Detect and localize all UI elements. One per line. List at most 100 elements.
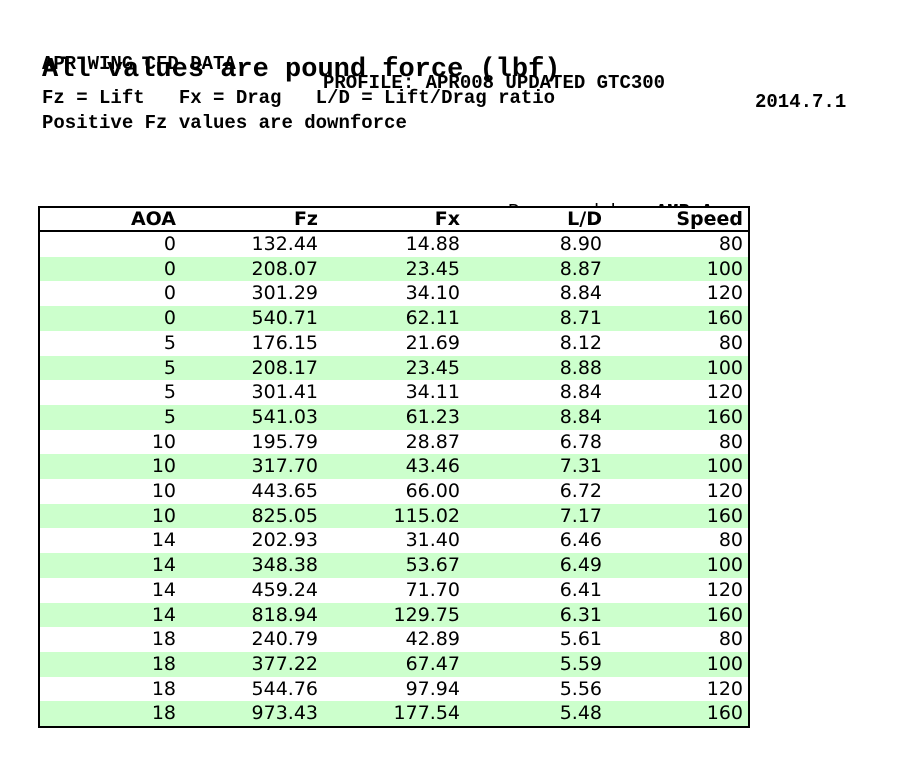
table-row: 18 973.43 177.54 5.48 160 [39, 701, 749, 728]
cell: 120 [706, 282, 743, 305]
cell: 66.00 [405, 480, 460, 503]
cell: 540.71 [251, 307, 318, 330]
legend-note: Fz = Lift Fx = Drag L/D = Lift/Drag rati… [42, 87, 556, 109]
cell: 97.94 [405, 677, 460, 700]
cell: 14 [151, 554, 176, 577]
cell: 177.54 [393, 702, 460, 725]
cell: 5 [163, 405, 176, 428]
cell: 67.47 [405, 652, 460, 675]
cell: 8.88 [559, 356, 602, 379]
table-row: 18 240.79 42.89 5.61 80 [39, 627, 749, 652]
cell: 8.87 [559, 257, 602, 280]
table-row: 18 377.22 67.47 5.59 100 [39, 651, 749, 677]
table-row: 10 195.79 28.87 6.78 80 [39, 429, 749, 455]
cell: 5.48 [559, 702, 602, 725]
cell: 0 [163, 233, 176, 255]
table-row: 0 132.44 14.88 8.90 80 [39, 231, 749, 257]
cell: 6.78 [559, 430, 602, 453]
cell: 10 [151, 455, 176, 478]
cell: 28.87 [405, 430, 460, 453]
cell: 18 [151, 628, 176, 651]
cell: 8.84 [559, 405, 602, 428]
cell: 301.29 [251, 282, 318, 305]
table-row: 5 301.41 34.11 8.84 120 [39, 380, 749, 405]
report-date: 2014.7.1 [755, 91, 847, 113]
cell: 42.89 [405, 628, 460, 651]
cell: 459.24 [251, 578, 318, 601]
cell: 80 [718, 628, 743, 651]
cell: 160 [706, 504, 743, 527]
cell: 80 [718, 529, 743, 552]
cell: 14 [151, 529, 176, 552]
cell: 23.45 [405, 257, 460, 280]
cell: 100 [706, 652, 743, 675]
cell: 31.40 [405, 529, 460, 552]
column-header: AOA [39, 207, 181, 232]
cell: 34.10 [405, 282, 460, 305]
column-header: L/D [465, 207, 607, 232]
cell: 5.56 [559, 677, 602, 700]
cell: 240.79 [251, 628, 318, 651]
column-header: Speed [607, 207, 749, 232]
cell: 348.38 [251, 554, 318, 577]
cell: 7.17 [559, 504, 602, 527]
cell: 18 [151, 702, 176, 725]
table-row: 10 825.05 115.02 7.17 160 [39, 503, 749, 529]
cell: 43.46 [405, 455, 460, 478]
units-note: All values are pound force (lbf) [42, 55, 561, 85]
cell: 14 [151, 603, 176, 626]
cell: 120 [706, 677, 743, 700]
table-body: 0 132.44 14.88 8.90 80 0 208.07 23.45 8.87 100 0 30… [39, 231, 749, 728]
cell: 6.41 [559, 578, 602, 601]
cell: 120 [706, 480, 743, 503]
cell: 544.76 [251, 677, 318, 700]
cell: 176.15 [251, 331, 318, 354]
cell: 160 [706, 702, 743, 725]
cell: 160 [706, 603, 743, 626]
cell: 62.11 [405, 307, 460, 330]
cell: 0 [163, 257, 176, 280]
table-row: 14 202.93 31.40 6.46 80 [39, 528, 749, 554]
cell: 132.44 [251, 233, 318, 255]
cell: 8.84 [559, 381, 602, 404]
cell: 443.65 [251, 480, 318, 503]
table-row: 10 317.70 43.46 7.31 100 [39, 454, 749, 480]
table-row: 0 301.29 34.10 8.84 120 [39, 281, 749, 307]
table-row: 18 544.76 97.94 5.56 120 [39, 676, 749, 702]
column-header: Fz [181, 207, 323, 232]
cell: 202.93 [251, 529, 318, 552]
profile-label: PROFILE: APR008 UPDATED GTC300 [323, 72, 666, 94]
cell: 317.70 [251, 455, 318, 478]
cell: 80 [718, 233, 743, 255]
table-row: 5 541.03 61.23 8.84 160 [39, 404, 749, 430]
cfd-data-table: AOA Fz Fx L/D Speed 0 132.44 14.88 8.90 80 0 208.0… [38, 206, 750, 729]
cell: 6.31 [559, 603, 602, 626]
cell: 160 [706, 405, 743, 428]
cell: 10 [151, 480, 176, 503]
cell: 14.88 [405, 233, 460, 255]
cell: 7.31 [559, 455, 602, 478]
cell: 818.94 [251, 603, 318, 626]
cell: 80 [718, 430, 743, 453]
cell: 100 [706, 356, 743, 379]
cell: 0 [163, 282, 176, 305]
cell: 18 [151, 677, 176, 700]
cell: 23.45 [405, 356, 460, 379]
table-row: 5 176.15 21.69 8.12 80 [39, 330, 749, 356]
report-title: APR WING CFD DATA [42, 53, 236, 75]
cell: 973.43 [251, 702, 318, 725]
table-row: 0 208.07 23.45 8.87 100 [39, 256, 749, 282]
cell: 5 [163, 331, 176, 354]
cell: 6.72 [559, 480, 602, 503]
cell: 160 [706, 307, 743, 330]
cell: 120 [706, 578, 743, 601]
cell: 541.03 [251, 405, 318, 428]
cell: 71.70 [405, 578, 460, 601]
cell: 100 [706, 455, 743, 478]
cell: 100 [706, 554, 743, 577]
cell: 80 [718, 331, 743, 354]
table-row: 14 348.38 53.67 6.49 100 [39, 553, 749, 578]
table-row: 14 459.24 71.70 6.41 120 [39, 577, 749, 603]
table-header-row: AOA Fz Fx L/D Speed [39, 207, 749, 232]
table-row: 14 818.94 129.75 6.31 160 [39, 602, 749, 628]
